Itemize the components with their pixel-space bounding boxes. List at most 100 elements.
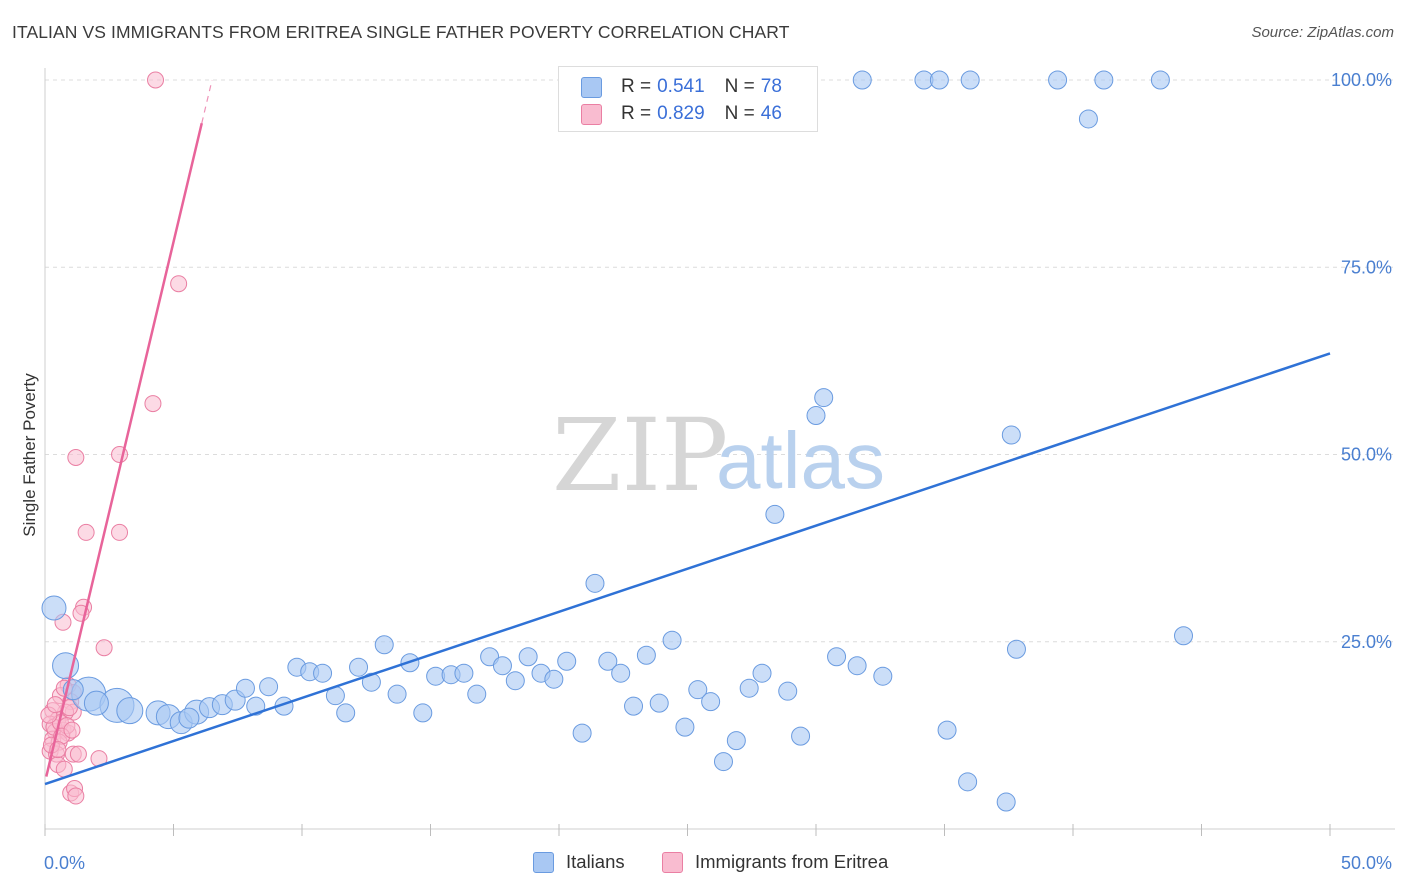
legend: R = 0.541 N = 78 R = 0.829 N = 46 [558,66,818,132]
italians-point [752,663,772,683]
chart-source: Source: ZipAtlas.com [1251,24,1394,41]
italians-point [847,656,867,676]
italians-point [1150,70,1170,90]
italians-point [1174,626,1194,646]
italians-point [492,656,512,676]
italians-point [454,663,474,683]
eritrea-point [67,787,85,805]
italians-point [413,703,433,723]
italians-point [778,681,798,701]
italians-point [361,672,381,692]
watermark-zip: ZIP [552,397,728,514]
italians-point [1078,109,1098,129]
legend-n-label: N = [724,76,755,97]
axes [44,68,1395,836]
bottom-legend-eritrea: Immigrants from Eritrea [662,851,888,873]
italians-point [518,647,538,667]
italians-point [996,792,1016,812]
watermark-atlas: atlas [716,416,885,505]
italians-point [83,690,109,716]
bottom-legend: Italians Immigrants from Eritrea [0,851,1406,879]
italians-point [688,680,708,700]
x-tick-label: 0.0% [44,853,85,873]
bottom-legend-swatch-italians [533,851,554,873]
italians-point [765,504,785,524]
y-tick-label: 25.0% [1341,632,1392,652]
legend-r-value: 0.829 [657,103,705,124]
italians-point [937,720,957,740]
italians-point [662,630,682,650]
italians-point [739,678,759,698]
eritrea-point [69,745,87,763]
italians-point [336,703,356,723]
eritrea-point [95,639,113,657]
italians-point [701,692,721,712]
legend-r-label: R = [621,103,652,124]
italians-point [624,696,644,716]
legend-row-italians: R = 0.541 N = 78 [581,74,782,100]
bottom-legend-swatch-eritrea [662,851,683,873]
italians-point [572,723,592,743]
italians-point [1094,70,1114,90]
italians-point [505,671,525,691]
italians-point [1048,70,1068,90]
legend-r-label: R = [621,76,652,97]
italians-point [827,647,847,667]
eritrea-trend-extension [201,79,213,124]
italians-point [467,684,487,704]
italians-point [649,693,669,713]
italians-point [557,651,577,671]
legend-swatch-eritrea [581,104,602,125]
y-tick-label: 100.0% [1331,70,1392,90]
italians-point [713,752,733,772]
bottom-legend-italians: Italians [533,851,625,873]
eritrea-point [111,523,129,541]
italians-point [313,663,333,683]
bottom-legend-label-eritrea: Immigrants from Eritrea [695,851,889,872]
italians-point [675,717,695,737]
italians-point [1001,425,1021,445]
legend-n-value: 46 [760,103,782,124]
legend-n-label: N = [724,103,755,124]
legend-r-value: 0.541 [657,76,705,97]
eritrea-point [144,395,162,413]
y-tick-label: 75.0% [1341,257,1392,277]
italians-point [814,388,834,408]
eritrea-trend-line [45,122,203,777]
y-axis-label: Single Father Poverty [20,373,39,537]
eritrea-point [63,721,81,739]
legend-swatch-italians [581,77,602,98]
italians-point [178,707,200,729]
legend-row-eritrea: R = 0.829 N = 46 [581,101,782,127]
italians-point [636,645,656,665]
italians-point [41,595,67,621]
eritrea-point [67,448,85,466]
eritrea-point [77,523,95,541]
series-italians-points [41,70,1194,812]
italians-point [349,657,369,677]
italians-point [1006,639,1026,659]
italians-point [611,663,631,683]
trend-lines [44,79,1331,786]
bottom-legend-label-italians: Italians [566,851,625,872]
italians-point [726,731,746,751]
italians-point [806,406,826,426]
italians-point [852,70,872,90]
y-tick-label: 50.0% [1341,445,1392,465]
italians-point [791,726,811,746]
italians-point [960,70,980,90]
italians-trend-line [44,352,1331,786]
italians-point [374,635,394,655]
italians-point [958,772,978,792]
italians-point [544,669,564,689]
italians-point [387,684,407,704]
watermark: ZIP atlas [552,397,885,514]
eritrea-point [170,275,188,293]
legend-n-value: 78 [760,76,782,97]
italians-point [116,697,144,725]
italians-point [585,573,605,593]
italians-point [259,677,279,697]
chart-title: ITALIAN VS IMMIGRANTS FROM ERITREA SINGL… [12,22,790,42]
x-tick-label: 50.0% [1341,853,1392,873]
